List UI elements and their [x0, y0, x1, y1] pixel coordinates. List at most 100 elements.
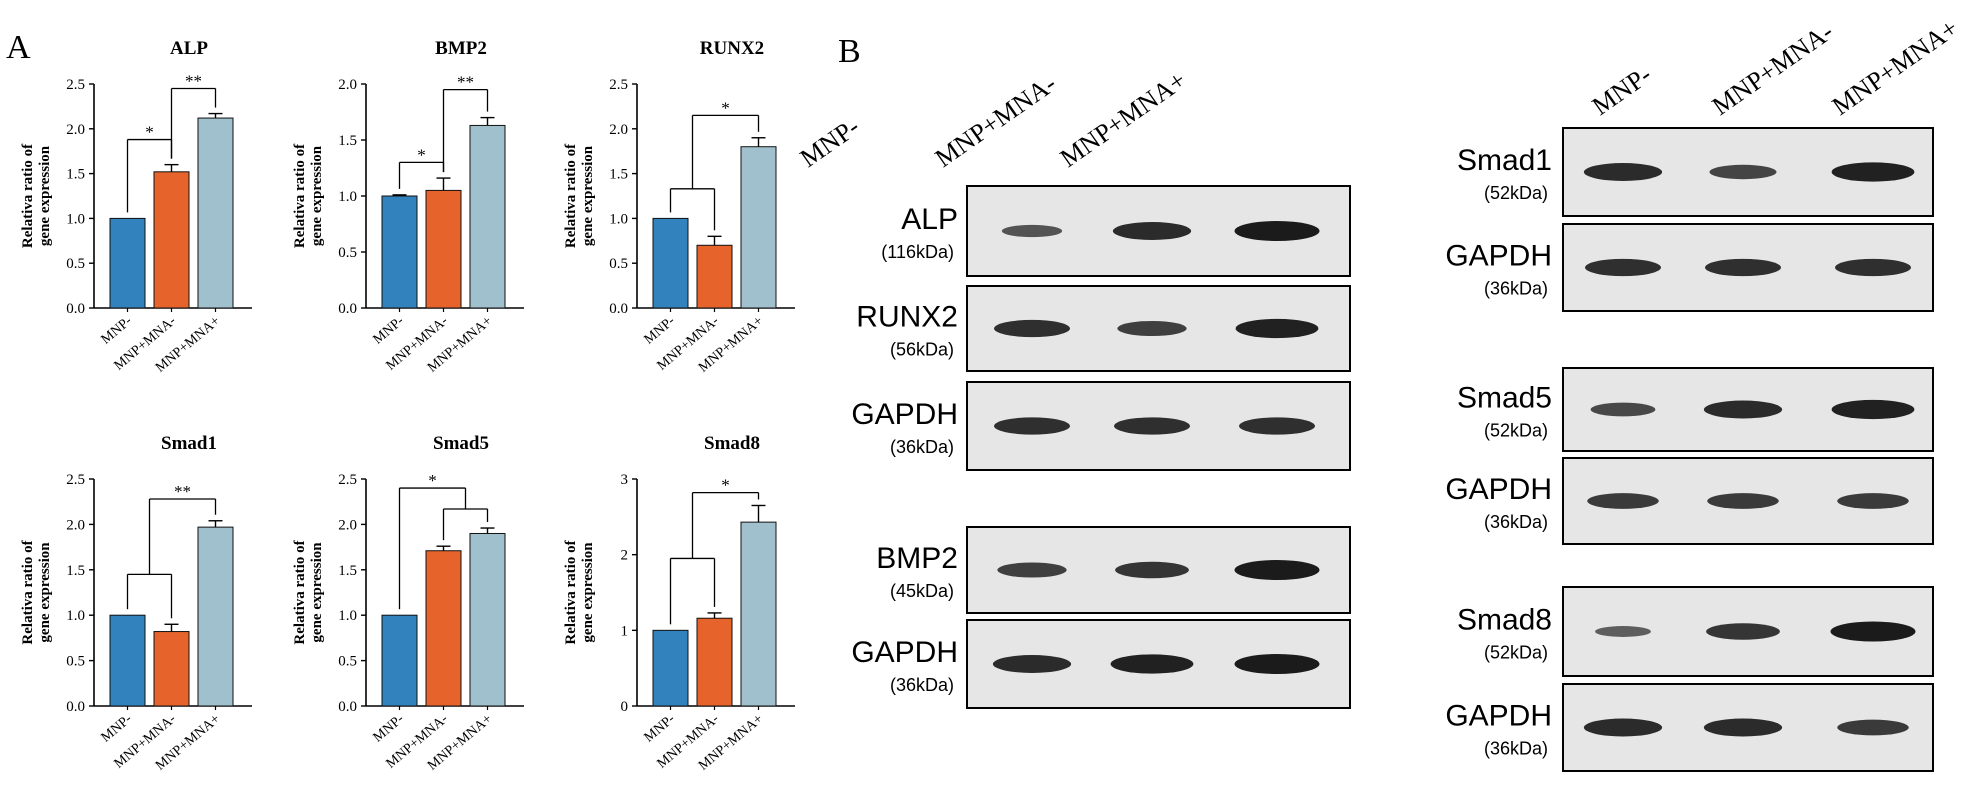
band-lane-1: [1112, 222, 1192, 240]
y-axis-label: Relativa ratio ofgene expression: [20, 539, 53, 644]
bar-mnpminus: [109, 614, 146, 707]
panel-label-a: A: [6, 29, 31, 66]
band-lane-0: [992, 655, 1072, 673]
band-lane-2: [1234, 221, 1320, 241]
y-tick-label: 0.0: [66, 699, 85, 715]
bar-chart-alp: ALP Relativa ratio ofgene expression 0.0 0.…: [20, 38, 252, 376]
band-lane-1: [1117, 320, 1187, 337]
protein-label: GAPDH: [851, 636, 958, 669]
y-tick-label: 2: [621, 548, 629, 564]
chart-title: Smad5: [433, 433, 489, 454]
y-tick-label: 0.0: [338, 301, 357, 317]
significance-label: *: [721, 476, 730, 495]
kda-label: (36kDa): [1484, 739, 1548, 759]
kda-label: (36kDa): [890, 437, 954, 457]
y-axis-label: Relativa ratio ofgene expression: [292, 539, 325, 644]
band-lane-0: [1585, 258, 1661, 277]
y-tick-label: 0.5: [338, 654, 357, 670]
bar-mnpplusmnaminus: [425, 550, 462, 707]
protein-label: GAPDH: [851, 398, 958, 431]
band-lane-1: [1705, 258, 1781, 277]
y-axis-label-line-2: gene expression: [580, 542, 596, 643]
blot-left-bmp2: BMP2 (45kDa): [876, 526, 1351, 614]
bar-chart-bmp2: BMP2 Relativa ratio ofgene expression 0.0 0…: [292, 38, 524, 376]
kda-label: (36kDa): [890, 675, 954, 695]
blot-right-smad1: Smad1 (52kDa): [1457, 127, 1934, 217]
kda-label: (52kDa): [1484, 421, 1548, 441]
band-lane-2: [1234, 560, 1320, 580]
band-lane-2: [1831, 399, 1915, 420]
x-tick-label: MNP-: [642, 313, 679, 347]
blot-right-smad8: Smad8 (52kDa): [1457, 586, 1934, 677]
panel-label-b: B: [838, 33, 861, 70]
significance-label: *: [721, 98, 730, 117]
significance-label: *: [145, 123, 154, 142]
y-tick-label: 0.5: [338, 245, 357, 261]
bar-mnpplusmnaplus: [197, 526, 234, 707]
bar-mnpplusmnaplus: [740, 521, 777, 707]
blot-right-gapdh: GAPDH (36kDa): [1445, 457, 1934, 545]
band-lane-1: [1703, 718, 1783, 737]
bar-mnpplusmnaminus: [696, 244, 733, 309]
significance-label: *: [417, 145, 426, 164]
lane-header-right-1: MNP+MNA-: [1707, 17, 1839, 121]
x-tick-label: MNP-: [99, 711, 136, 745]
bar-mnpplusmnaplus: [197, 117, 234, 309]
band-lane-0: [994, 417, 1070, 435]
protein-label: ALP: [901, 203, 958, 236]
y-tick-label: 1.0: [609, 211, 628, 227]
x-tick-label: MNP-: [99, 313, 136, 347]
kda-label: (52kDa): [1484, 183, 1548, 203]
y-tick-label: 0.0: [609, 301, 628, 317]
y-tick-label: 1.5: [66, 563, 85, 579]
protein-label: GAPDH: [1445, 700, 1552, 733]
band-lane-2: [1235, 318, 1319, 339]
bar-mnpplusmnaminus: [696, 617, 733, 707]
y-axis-label-line-2: gene expression: [37, 542, 53, 643]
significance-label: **: [457, 73, 474, 92]
bar-mnpminus: [652, 217, 689, 309]
blot-right-gapdh: GAPDH (36kDa): [1445, 223, 1934, 312]
y-tick-label: 0.5: [609, 256, 628, 272]
y-axis-label: Relativa ratio ofgene expression: [563, 539, 596, 644]
chart-title: RUNX2: [700, 38, 764, 59]
significance-label: *: [428, 471, 437, 490]
protein-label: RUNX2: [856, 301, 958, 334]
y-axis-label-line-1: Relativa ratio of: [292, 143, 308, 248]
band-lane-2: [1234, 654, 1320, 674]
kda-label: (56kDa): [890, 340, 954, 360]
y-tick-label: 1.0: [66, 608, 85, 624]
band-lane-0: [1583, 163, 1663, 181]
protein-label: GAPDH: [1445, 240, 1552, 273]
y-tick-label: 0.0: [66, 301, 85, 317]
y-tick-label: 3: [621, 472, 629, 488]
y-axis-label-line-2: gene expression: [37, 145, 53, 246]
protein-label: Smad1: [1457, 144, 1552, 177]
y-axis-label: Relativa ratio ofgene expression: [20, 143, 53, 248]
band-lane-1: [1703, 400, 1783, 419]
blot-left-alp: ALP (116kDa): [881, 185, 1351, 277]
bar-mnpplusmnaminus: [153, 171, 190, 309]
kda-label: (116kDa): [881, 242, 954, 262]
band-lane-1: [1709, 164, 1777, 180]
band-lane-0: [1583, 718, 1663, 737]
band-lane-1: [1114, 417, 1190, 435]
bar-mnpplusmnaplus: [740, 146, 777, 309]
band-lane-2: [1837, 493, 1909, 509]
lane-header-left-1: MNP+MNA-: [930, 69, 1062, 173]
y-tick-label: 0.5: [66, 256, 85, 272]
chart-title: BMP2: [435, 38, 487, 59]
x-tick-label: MNP-: [371, 711, 408, 745]
y-tick-label: 2.5: [66, 472, 85, 488]
band-lane-0: [997, 562, 1067, 578]
band-lane-0: [994, 319, 1070, 338]
significance-label: **: [174, 482, 191, 501]
kda-label: (45kDa): [890, 581, 954, 601]
bar-mnpminus: [381, 195, 418, 309]
lane-header-right-2: MNP+MNA+: [1827, 13, 1964, 121]
band-lane-2: [1239, 417, 1315, 435]
bar-chart-runx2: RUNX2 Relativa ratio ofgene expression 0.0…: [563, 38, 795, 376]
band-lane-0: [1587, 493, 1659, 509]
bar-mnpplusmnaminus: [153, 631, 190, 707]
